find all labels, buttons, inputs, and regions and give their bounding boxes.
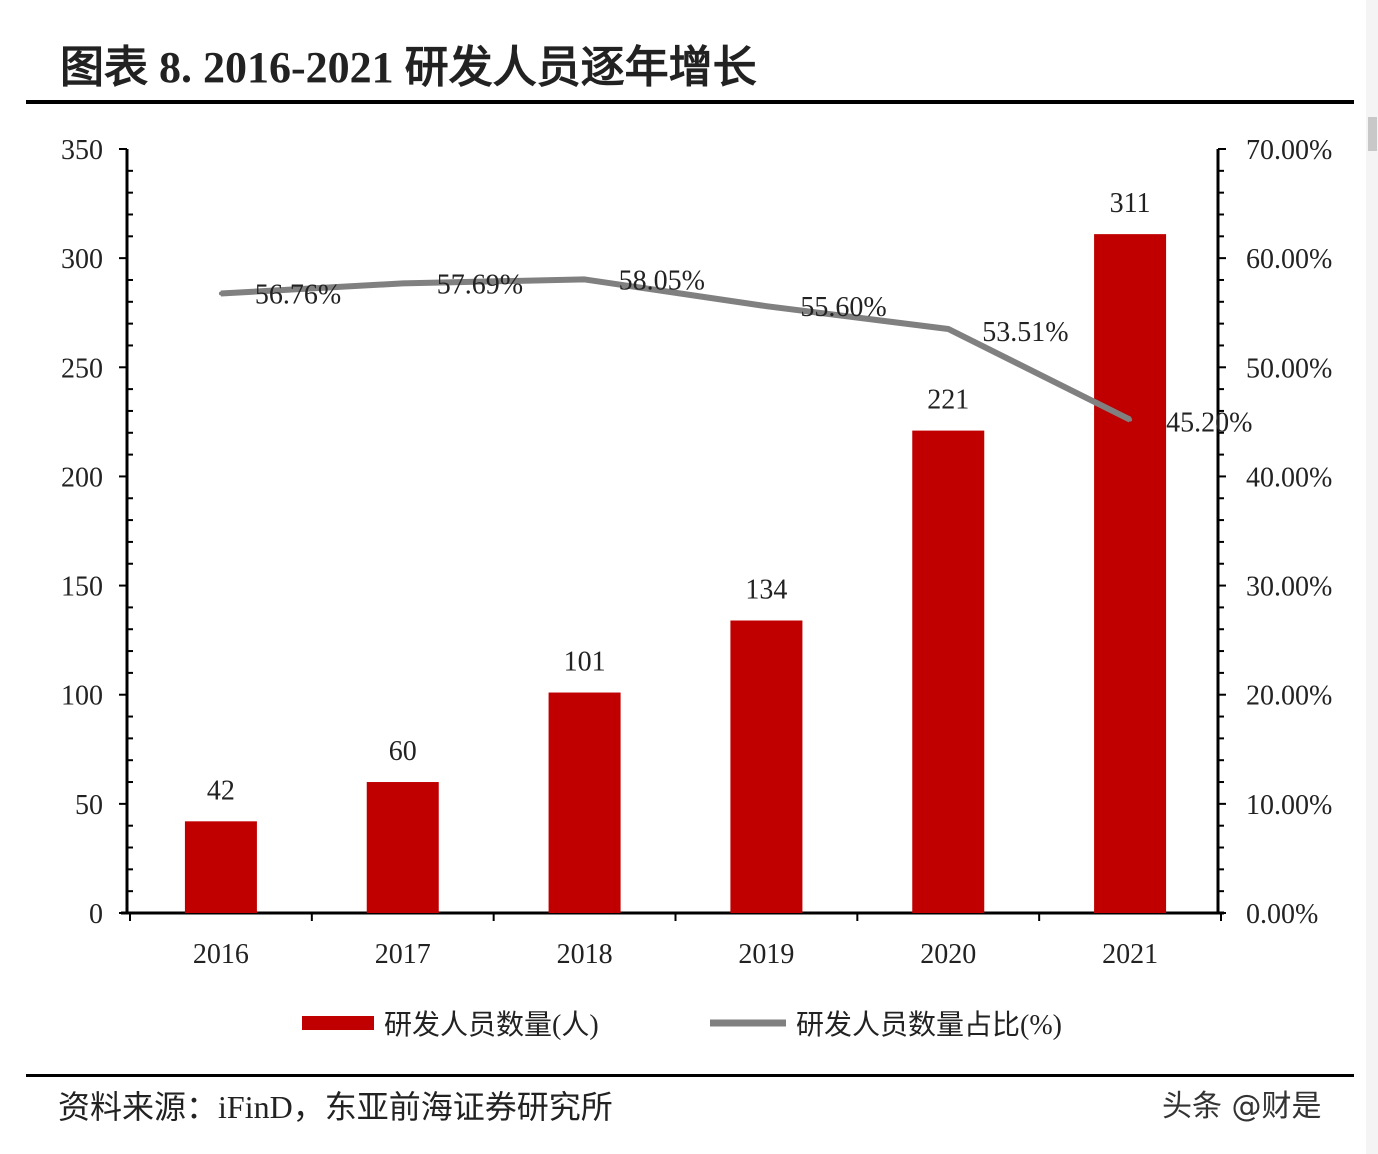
line-point-2020 [946, 326, 951, 331]
watermark: 头条 @财是 [1162, 1089, 1322, 1124]
line-point-2017 [400, 281, 405, 286]
y-left-tick-label: 300 [61, 244, 103, 275]
y-right-tick-label: 50.00% [1246, 353, 1332, 384]
y-left-tick-label: 50 [75, 790, 103, 821]
line-point-2019 [764, 304, 769, 309]
line-point-2018 [582, 277, 587, 282]
line-data-label: 55.60% [800, 292, 886, 323]
x-tick-label: 2017 [375, 939, 431, 970]
y-right-tick-label: 60.00% [1246, 244, 1332, 275]
x-tick-label: 2020 [920, 939, 976, 970]
y-right-tick-label: 20.00% [1246, 681, 1332, 712]
x-tick-label: 2019 [738, 939, 794, 970]
x-tick-label: 2018 [557, 939, 613, 970]
bar-data-label: 311 [1110, 188, 1151, 219]
bar-data-label: 42 [207, 775, 235, 806]
y-left-tick-label: 100 [61, 681, 103, 712]
line-data-label: 57.69% [437, 269, 523, 300]
legend-label-line: 研发人员数量占比(%) [796, 1009, 1062, 1041]
line-data-label: 58.05% [619, 265, 705, 296]
line-series [220, 276, 1132, 423]
plot-area: 0 50 100 150 200 250 300 350 0.00% 10.00% 20.00% 30… [61, 135, 1332, 970]
y-right-tick-label: 30.00% [1246, 572, 1332, 603]
source-note: 资料来源：iFinD，东亚前海证券研究所 [58, 1089, 613, 1125]
bar-2019 [730, 620, 803, 913]
bar-2018 [548, 692, 621, 913]
bar-data-label: 221 [927, 385, 969, 416]
y-left-tick-label: 150 [61, 572, 103, 603]
legend-swatch-bar [302, 1016, 374, 1030]
bar-data-label: 101 [564, 647, 606, 678]
bar-2021 [1094, 234, 1167, 914]
y-left-tick-label: 200 [61, 462, 103, 493]
y-right-tick-label: 70.00% [1246, 135, 1332, 166]
x-tick-label: 2021 [1102, 939, 1158, 970]
line-data-label: 56.76% [255, 280, 341, 311]
y-left-tick-label: 350 [61, 135, 103, 166]
chart-title: 图表 8. 2016-2021 研发人员逐年增长 [60, 43, 757, 92]
y-left-tick-label: 250 [61, 353, 103, 384]
scrollbar-thumb[interactable] [1368, 117, 1377, 151]
source-rule [26, 1074, 1354, 1077]
line-point-2016 [218, 291, 223, 296]
bar-data-label: 60 [389, 736, 417, 767]
line-data-label: 53.51% [982, 317, 1068, 348]
bar-data-label: 134 [745, 574, 787, 605]
x-tick-label: 2016 [193, 939, 249, 970]
line-point-2021 [1128, 417, 1133, 422]
bar-2017 [366, 782, 439, 913]
y-right-tick-label: 40.00% [1246, 462, 1332, 493]
legend: 研发人员数量(人) 研发人员数量占比(%) [302, 1009, 1062, 1041]
y-right-tick-label: 0.00% [1246, 899, 1318, 930]
y-left-tick-label: 0 [89, 899, 103, 930]
y-right-tick-label: 10.00% [1246, 790, 1332, 821]
scrollbar-track[interactable] [1366, 0, 1378, 1154]
title-rule [26, 100, 1354, 104]
legend-label-bar: 研发人员数量(人) [384, 1009, 599, 1041]
bar-2020 [912, 430, 985, 913]
line-data-label: 45.20% [1166, 408, 1252, 439]
bar-2016 [184, 821, 257, 913]
